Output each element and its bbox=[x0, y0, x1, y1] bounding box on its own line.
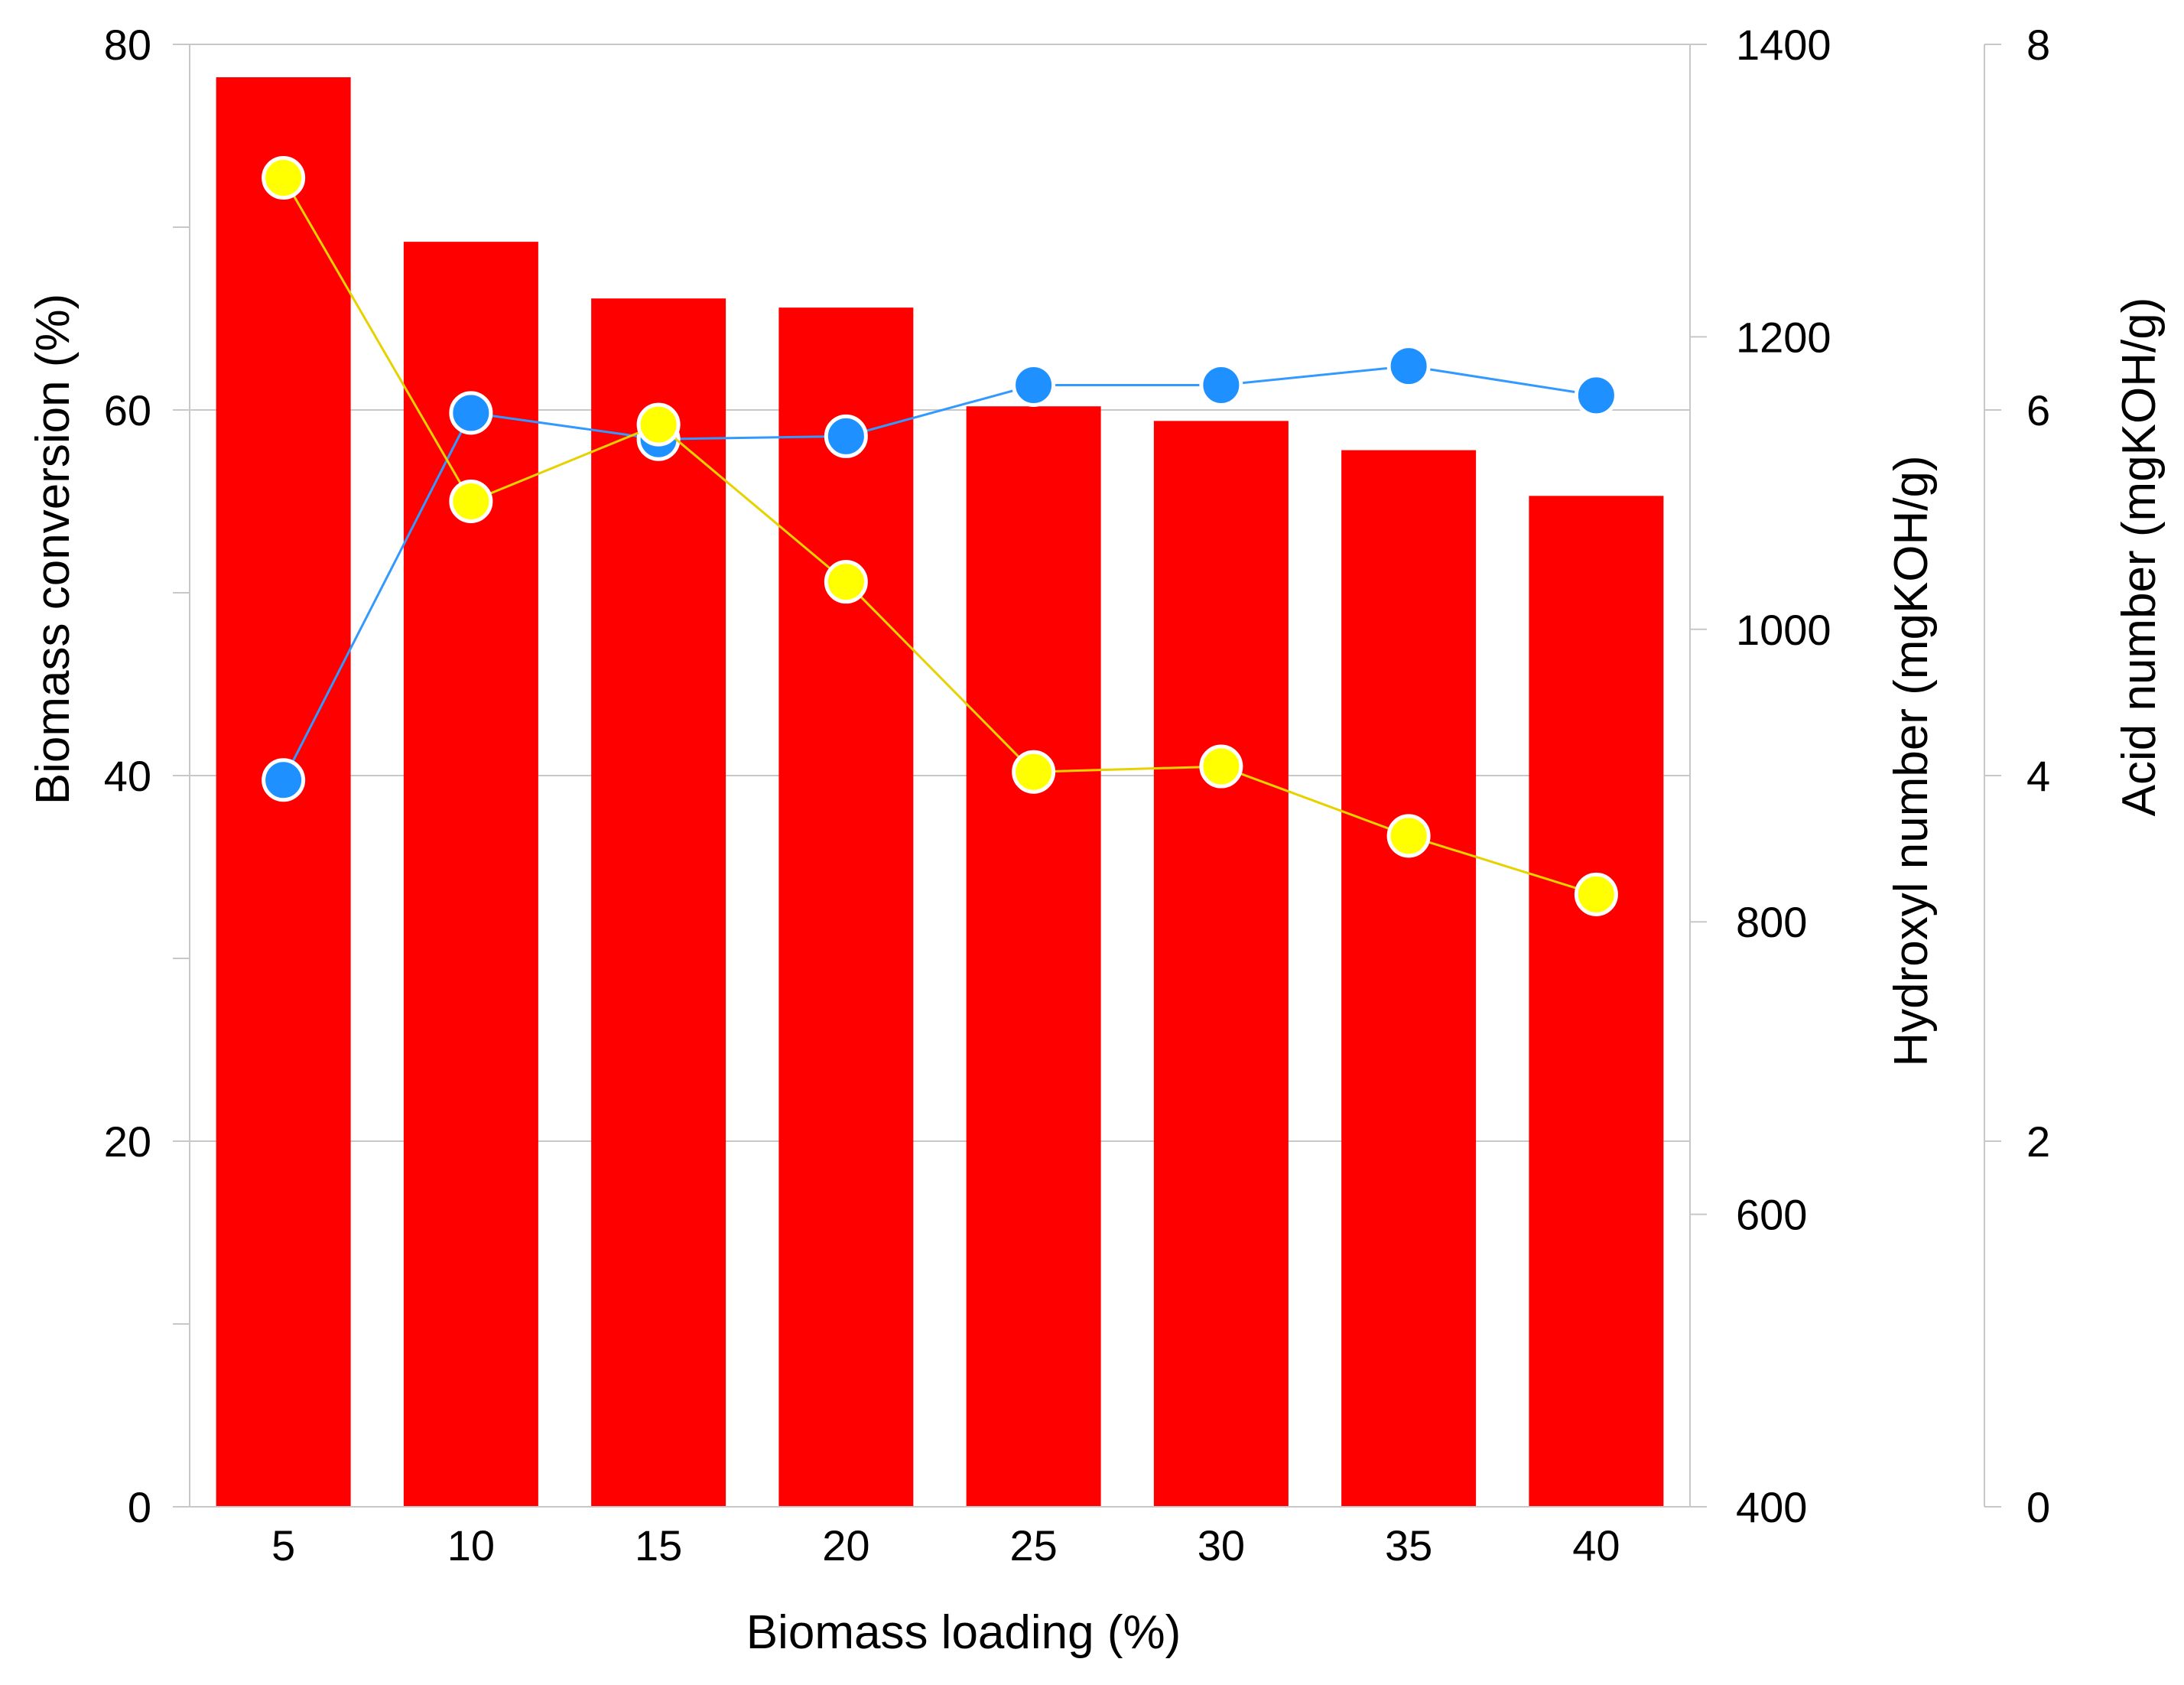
right-tick-label: 600 bbox=[1736, 1191, 1807, 1239]
hydroxyl-point bbox=[1574, 373, 1618, 418]
far-right-tick-label: 6 bbox=[2026, 386, 2050, 434]
bar bbox=[1341, 450, 1477, 1507]
right-axis-title: Hydroxyl number (mgKOH/g) bbox=[1885, 455, 1938, 1066]
acid-point bbox=[824, 560, 868, 604]
far-right-axis-title: Acid number (mgKOH/g) bbox=[2113, 298, 2166, 817]
acid-point bbox=[1012, 750, 1056, 794]
hydroxyl-point bbox=[824, 414, 868, 458]
x-tick-label: 5 bbox=[271, 1521, 295, 1570]
right-tick-label: 1000 bbox=[1736, 606, 1831, 654]
bar bbox=[966, 406, 1101, 1507]
acid-point bbox=[262, 155, 306, 200]
hydroxyl-line bbox=[282, 365, 1597, 781]
bar bbox=[778, 307, 914, 1507]
bar bbox=[1153, 421, 1289, 1507]
acid-point bbox=[1199, 744, 1243, 789]
lines-layer bbox=[262, 155, 1618, 916]
x-tick-label: 15 bbox=[635, 1521, 682, 1570]
hydroxyl-point bbox=[1199, 363, 1243, 407]
far-right-tick-label: 2 bbox=[2026, 1117, 2050, 1166]
bar bbox=[591, 298, 726, 1508]
bars-layer bbox=[216, 77, 1664, 1508]
left-axis-title: Biomass conversion (%) bbox=[27, 294, 80, 805]
far-right-tick-label: 8 bbox=[2026, 21, 2050, 69]
x-tick-label: 25 bbox=[1009, 1521, 1057, 1570]
right-tick-label: 400 bbox=[1736, 1483, 1807, 1531]
x-tick-label: 10 bbox=[447, 1521, 495, 1570]
right-tick-label: 800 bbox=[1736, 898, 1807, 946]
hydroxyl-point bbox=[262, 758, 306, 802]
bar bbox=[403, 242, 538, 1507]
far-right-tick-label: 4 bbox=[2026, 752, 2050, 800]
x-tick-label: 40 bbox=[1572, 1521, 1620, 1570]
hydroxyl-point bbox=[1386, 344, 1431, 389]
x-axis-title: Biomass loading (%) bbox=[746, 1606, 1181, 1659]
x-tick-label: 20 bbox=[822, 1521, 869, 1570]
right-tick-label: 1200 bbox=[1736, 313, 1831, 361]
x-tick-label: 35 bbox=[1385, 1521, 1432, 1570]
bar bbox=[1529, 496, 1664, 1507]
labels-layer: Biomass loading (%) Biomass conversion (… bbox=[27, 294, 2166, 1659]
left-tick-label: 60 bbox=[104, 386, 151, 434]
axes-layer: 0 20 40 60 80 400 600 800 1000 1200 1400 0 2 4 6 8 5 10 15… bbox=[104, 21, 2050, 1570]
far-right-tick-label: 0 bbox=[2026, 1483, 2050, 1531]
acid-point bbox=[636, 402, 681, 447]
left-tick-label: 0 bbox=[128, 1483, 151, 1531]
hydroxyl-point bbox=[449, 391, 493, 435]
left-tick-label: 80 bbox=[104, 21, 151, 69]
acid-point bbox=[449, 480, 493, 523]
left-tick-label: 40 bbox=[104, 752, 151, 800]
acid-point bbox=[1386, 814, 1431, 858]
acid-line bbox=[282, 177, 1597, 896]
x-tick-label: 30 bbox=[1198, 1521, 1245, 1570]
hydroxyl-point bbox=[1012, 363, 1056, 407]
acid-point bbox=[1574, 872, 1618, 916]
right-tick-label: 1400 bbox=[1736, 21, 1831, 69]
left-tick-label: 20 bbox=[104, 1117, 151, 1166]
